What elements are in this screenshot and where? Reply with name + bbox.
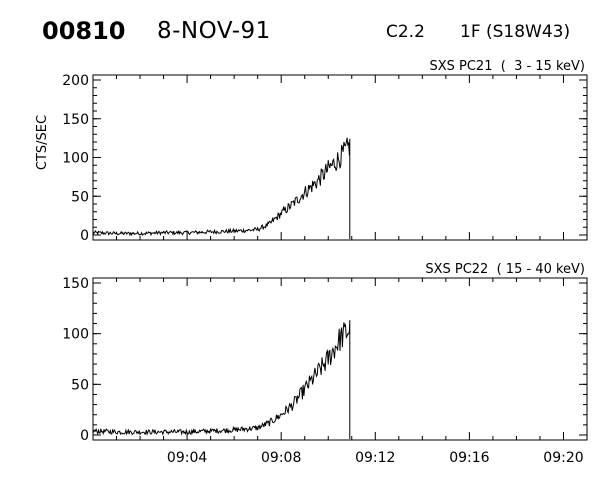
- x-tick-label: 09:04: [167, 450, 207, 466]
- y-tick-label: 150: [62, 112, 89, 128]
- y-tick-label: 200: [62, 73, 89, 89]
- x-tick-label: 09:08: [261, 450, 301, 466]
- panel-frame-1: [92, 74, 588, 241]
- panel-frame-2: [92, 277, 588, 441]
- x-tick-label: 09:12: [355, 450, 395, 466]
- observation-date: 8-NOV-91: [157, 18, 271, 44]
- x-tick-label: 09:16: [449, 450, 489, 466]
- y-tick-label: 100: [62, 327, 89, 343]
- y-tick-label: 100: [62, 151, 89, 167]
- y-tick-label: 0: [80, 428, 89, 444]
- series-line-2-1: [92, 320, 351, 439]
- y-tick-label: 150: [62, 276, 89, 292]
- x-tick-label: 09:20: [543, 450, 583, 466]
- y-tick-label: 50: [71, 377, 89, 393]
- flare-location: 1F (S18W43): [460, 22, 571, 42]
- panel-title-2: SXS PC22 ( 15 - 40 keV): [425, 262, 585, 277]
- series-line-1-1: [92, 137, 351, 239]
- y-tick-label: 0: [80, 228, 89, 244]
- y-axis-label-1: CTS/SEC: [35, 115, 50, 170]
- event-number: 00810: [42, 17, 126, 45]
- panel-title-1: SXS PC21 ( 3 - 15 keV): [429, 59, 585, 74]
- y-tick-label: 50: [71, 189, 89, 205]
- goes-class: C2.2: [386, 22, 425, 42]
